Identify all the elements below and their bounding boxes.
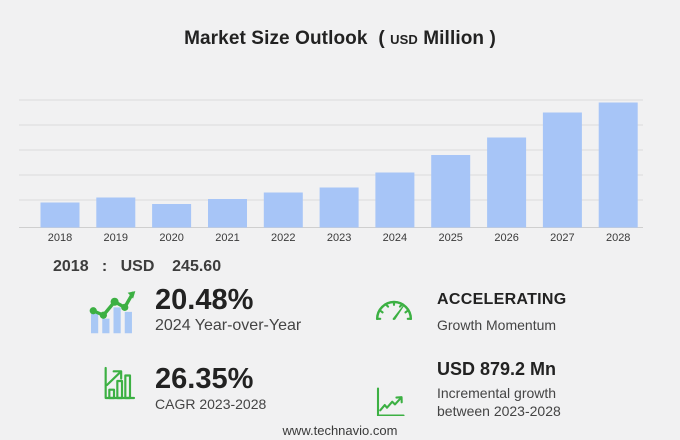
svg-text:2025: 2025: [438, 232, 462, 244]
svg-text:2022: 2022: [271, 232, 295, 244]
svg-text:2023: 2023: [327, 232, 351, 244]
svg-text:2020: 2020: [159, 232, 183, 244]
svg-text:2024: 2024: [383, 232, 407, 244]
svg-text:2019: 2019: [104, 232, 128, 244]
svg-text:2026: 2026: [494, 232, 518, 244]
svg-text:2021: 2021: [215, 232, 239, 244]
svg-text:2018: 2018: [48, 232, 72, 244]
svg-text:2028: 2028: [606, 232, 630, 244]
svg-text:2027: 2027: [550, 232, 574, 244]
